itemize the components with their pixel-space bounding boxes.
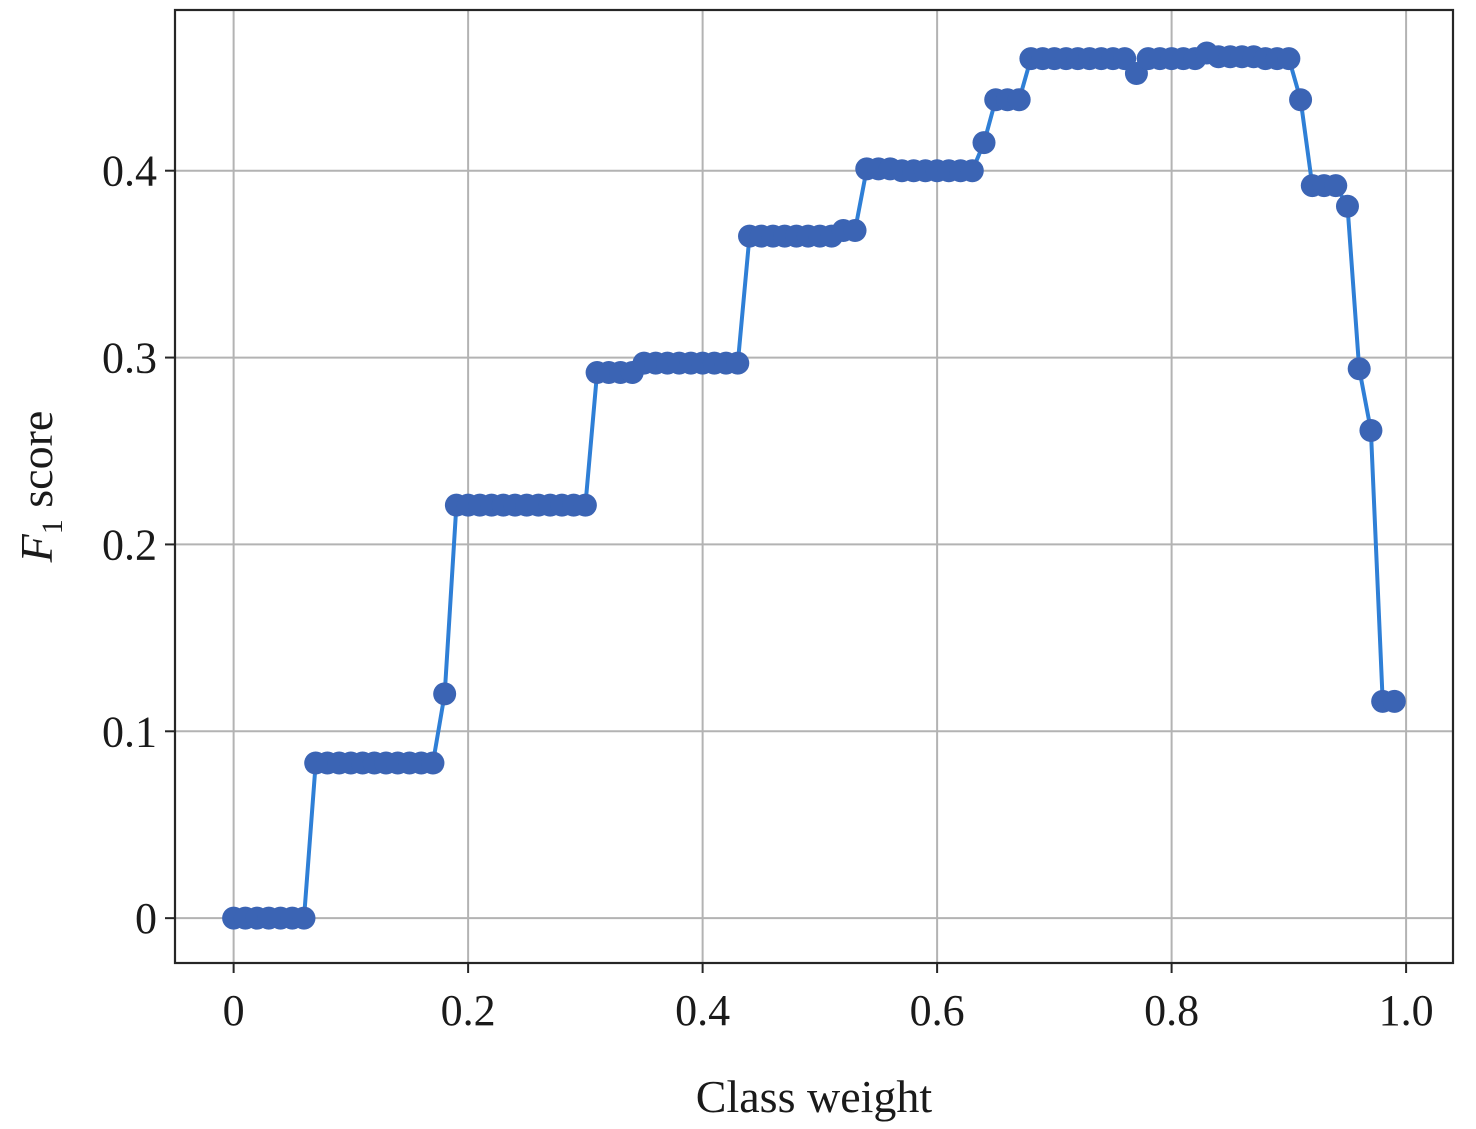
y-tick-label: 0.4	[102, 147, 157, 196]
x-tick-label: 0.2	[441, 986, 496, 1035]
y-axis-label-subscript: 1	[36, 519, 69, 534]
series-line	[233, 51, 1395, 921]
data-point	[1007, 88, 1031, 112]
y-tick-label: 0.2	[102, 520, 157, 569]
data-point	[960, 159, 984, 183]
ticks	[165, 169, 1408, 973]
y-tick-label: 0	[135, 894, 157, 943]
y-axis-label-text: score	[11, 411, 62, 520]
plot-frame	[173, 8, 1455, 965]
data-point	[1335, 194, 1359, 218]
y-tick-label: 0.1	[102, 707, 157, 756]
data-point	[1382, 689, 1406, 713]
y-axis-label: F1 score	[11, 411, 69, 564]
grid	[175, 10, 1453, 963]
data-point	[292, 906, 316, 930]
series	[222, 41, 1406, 930]
x-tick-label: 0	[223, 986, 245, 1035]
data-point	[1277, 47, 1301, 71]
data-point	[726, 351, 750, 375]
data-point	[843, 218, 867, 242]
x-axis-label: Class weight	[696, 1071, 933, 1122]
data-point	[1289, 88, 1313, 112]
x-tick-label: 0.4	[675, 986, 730, 1035]
data-point	[573, 493, 597, 517]
data-point	[1347, 357, 1371, 381]
data-point	[972, 131, 996, 155]
x-tick-label: 0.8	[1144, 986, 1199, 1035]
y-tick-label: 0.3	[102, 334, 157, 383]
data-point	[421, 751, 445, 775]
data-point	[1359, 418, 1383, 442]
data-point	[433, 682, 457, 706]
y-axis-label-symbol: F	[11, 533, 62, 563]
data-point	[1324, 174, 1348, 198]
x-tick-label: 0.6	[910, 986, 965, 1035]
tick-labels: 0 0.2 0.4 0.6 0.8 1.0 0 0.1 0.2 0.3 0.4	[102, 147, 1434, 1035]
x-tick-label: 1.0	[1379, 986, 1434, 1035]
